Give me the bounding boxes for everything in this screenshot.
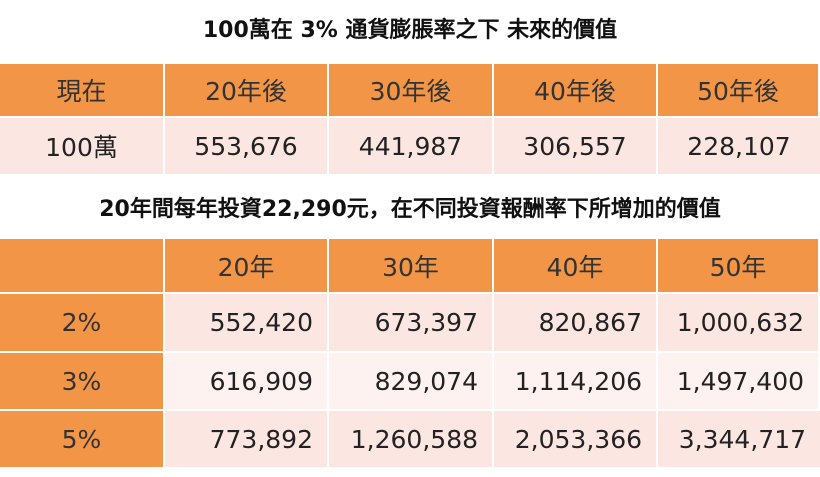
table-cell: 820,867	[494, 294, 658, 353]
column-header-20y: 20年後	[165, 64, 329, 118]
table-cell: 673,397	[329, 294, 494, 353]
table-cell: 616,909	[165, 353, 329, 411]
table-cell: 100萬	[0, 118, 165, 176]
column-header-30y: 30年後	[329, 64, 494, 118]
column-header-50y: 50年後	[658, 64, 820, 118]
column-header-20y: 20年	[165, 239, 329, 294]
row-header-rate: 2%	[0, 294, 165, 353]
table-cell: 1,497,400	[658, 353, 820, 411]
investment-table-title: 20年間每年投資22,290元，在不同投資報酬率下所增加的價值	[99, 197, 721, 222]
row-header-rate: 3%	[0, 353, 165, 411]
table-cell: 228,107	[658, 118, 820, 176]
column-header-40y: 40年	[494, 239, 658, 294]
table-cell: 829,074	[329, 353, 494, 411]
table-cell: 2,053,366	[494, 411, 658, 469]
table-cell: 552,420	[165, 294, 329, 353]
table-cell: 1,000,632	[658, 294, 820, 353]
column-header-now: 現在	[0, 64, 165, 118]
table-cell: 553,676	[165, 118, 329, 176]
table-cell: 773,892	[165, 411, 329, 469]
column-header-50y: 50年	[658, 239, 820, 294]
table-cell: 306,557	[494, 118, 658, 176]
column-header-empty	[0, 239, 165, 294]
table-cell: 1,114,206	[494, 353, 658, 411]
table-cell: 1,260,588	[329, 411, 494, 469]
investment-table: 20年 30年 40年 50年 2% 552,420 673,397 820,8…	[0, 239, 820, 469]
column-header-30y: 30年	[329, 239, 494, 294]
inflation-table-title: 100萬在 3% 通貨膨脹率之下 未來的價值	[202, 18, 618, 43]
column-header-40y: 40年後	[494, 64, 658, 118]
inflation-table: 現在 20年後 30年後 40年後 50年後 100萬 553,676 441,…	[0, 64, 820, 176]
table-cell: 441,987	[329, 118, 494, 176]
table-cell: 3,344,717	[658, 411, 820, 469]
row-header-rate: 5%	[0, 411, 165, 469]
